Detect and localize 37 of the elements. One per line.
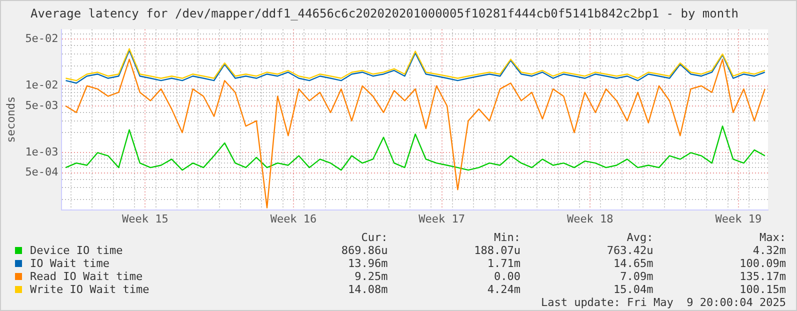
legend-label: Device IO time [30,244,123,257]
text: Min: [493,231,520,244]
text: 135.17m [738,270,786,283]
text: 15.04m [612,283,654,296]
legend-label: Write IO Wait time [30,283,150,296]
legend-label: IO Wait time [30,257,110,270]
text: 1.71m [486,257,520,270]
text: 763.42u [606,244,654,257]
legend-label: Read IO Wait time [30,270,143,283]
text: 100.15m [738,283,786,296]
text: 7.09m [619,270,654,283]
y-tick-label: 1e-03 [25,146,58,159]
x-tick-label: Week 17 [418,212,465,226]
text: 4.24m [486,283,520,296]
text: 4.32m [752,244,786,257]
y-tick-label: 5e-04 [25,166,59,179]
x-tick-label: Week 19 [715,212,762,226]
text: 9.25m [354,270,388,283]
text: 13.96m [347,257,388,270]
y-tick-label: 5e-02 [25,32,58,46]
text: 14.08m [347,283,388,296]
text: 100.09m [738,257,786,270]
text: 869.86u [340,244,388,257]
text: Avg: [626,231,654,244]
x-tick-label: Week 16 [270,212,317,226]
text: 14.65m [612,257,654,270]
chart-title: Average latency for /dev/mapper/ddf1_44656c6c202020201000005f10281f444cb0f5141b842c2bp1 - by month [30,6,739,20]
x-tick-label: Week 18 [566,212,614,226]
text: Last update: Fri May 9 20:00:04 2025 [540,296,786,309]
y-tick-label: 5e-03 [25,98,58,112]
x-tick-label: Week 15 [122,212,168,226]
text: Max: [758,231,786,244]
text: 0.00 [493,270,520,283]
text: 188.07u [473,244,520,257]
text: Cur: [360,231,388,244]
y-tick-label: 1e-02 [25,78,58,92]
y-axis-title: seconds [4,96,18,143]
